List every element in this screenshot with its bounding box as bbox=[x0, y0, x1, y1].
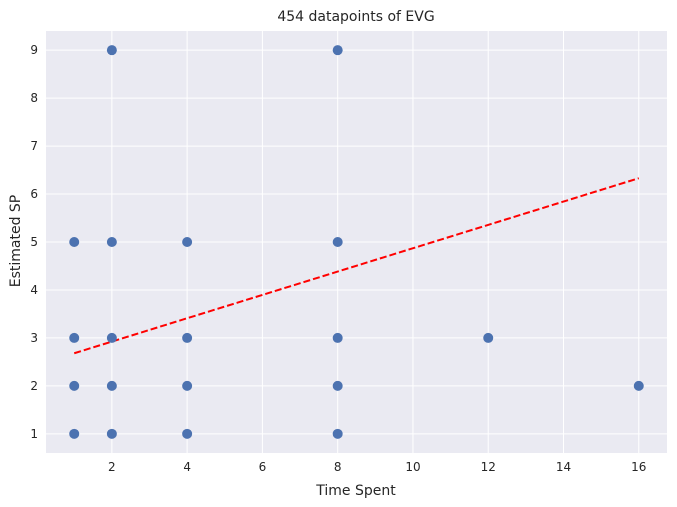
x-tick-label: 12 bbox=[481, 460, 496, 474]
data-point bbox=[182, 332, 193, 343]
y-tick-label: 8 bbox=[30, 91, 38, 105]
y-tick-labels: 1 2 3 4 5 6 7 8 9 bbox=[30, 43, 38, 441]
data-point bbox=[483, 332, 494, 343]
x-tick-label: 10 bbox=[405, 460, 420, 474]
data-point bbox=[633, 380, 644, 391]
y-tick-label: 1 bbox=[30, 427, 38, 441]
y-tick-label: 7 bbox=[30, 139, 38, 153]
data-point bbox=[106, 428, 117, 439]
data-point bbox=[332, 237, 343, 247]
data-point bbox=[69, 428, 80, 439]
data-point bbox=[106, 237, 117, 247]
grid-lines bbox=[46, 31, 667, 453]
y-tick-label: 4 bbox=[30, 283, 38, 297]
data-point bbox=[182, 428, 193, 439]
data-point bbox=[106, 332, 117, 343]
x-tick-labels: 2 4 6 8 10 12 14 16 bbox=[108, 460, 646, 474]
data-point bbox=[332, 45, 343, 56]
trendline bbox=[73, 177, 640, 355]
x-tick-label: 4 bbox=[183, 460, 191, 474]
y-tick-label: 9 bbox=[30, 43, 38, 57]
y-tick-label: 5 bbox=[30, 235, 38, 249]
data-point bbox=[182, 237, 193, 247]
x-tick-label: 6 bbox=[259, 460, 267, 474]
y-tick-label: 2 bbox=[30, 379, 38, 393]
x-tick-label: 16 bbox=[631, 460, 646, 474]
y-tick-label: 3 bbox=[30, 331, 38, 345]
data-point bbox=[69, 380, 80, 391]
x-tick-label: 8 bbox=[334, 460, 342, 474]
x-tick-label: 14 bbox=[556, 460, 571, 474]
data-point bbox=[332, 380, 343, 391]
data-point bbox=[106, 45, 117, 56]
x-tick-label: 2 bbox=[108, 460, 116, 474]
data-point bbox=[332, 428, 343, 439]
data-points bbox=[69, 45, 644, 439]
data-point bbox=[332, 332, 343, 343]
data-point bbox=[69, 237, 80, 247]
trendline-layer bbox=[73, 177, 640, 355]
data-point bbox=[69, 332, 80, 343]
x-axis-label: Time Spent bbox=[315, 483, 396, 499]
y-tick-label: 6 bbox=[30, 187, 38, 201]
y-axis-label: Estimated SP bbox=[8, 195, 24, 288]
data-point bbox=[182, 380, 193, 391]
chart-title: 454 datapoints of EVG bbox=[277, 9, 434, 25]
data-point bbox=[106, 380, 117, 391]
